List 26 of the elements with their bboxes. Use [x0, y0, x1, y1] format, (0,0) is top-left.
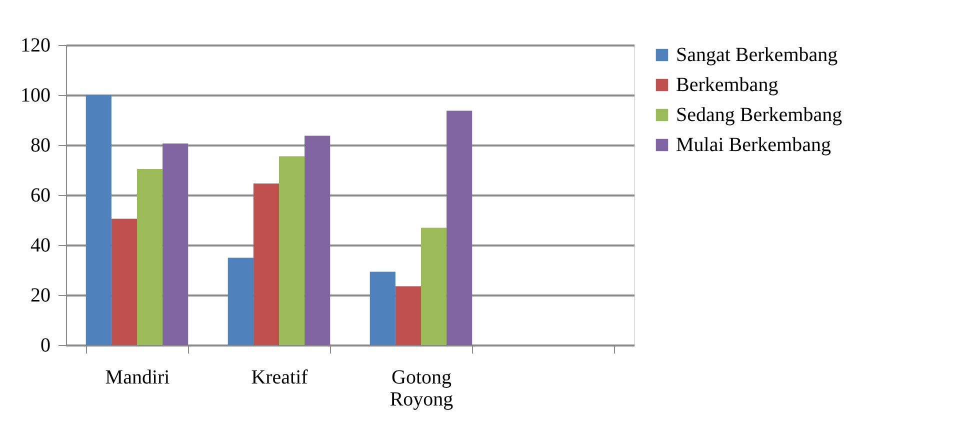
- y-tick-label: 0: [40, 334, 50, 356]
- legend-label: Sangat Berkembang: [676, 44, 838, 66]
- legend-label: Berkembang: [676, 74, 778, 96]
- y-tick-label: 120: [20, 34, 50, 56]
- bar: [279, 156, 305, 345]
- bar: [253, 184, 279, 345]
- bar: [395, 286, 421, 345]
- bar: [446, 110, 472, 345]
- bar: [304, 136, 330, 345]
- bar: [111, 218, 137, 345]
- x-tick-label: Mandiri: [105, 366, 170, 388]
- legend-label: Sedang Berkembang: [676, 104, 842, 126]
- bar: [86, 95, 112, 345]
- x-tick-label: Gotong Royong: [390, 366, 454, 410]
- y-tick-label: 20: [30, 284, 50, 306]
- bar: [370, 272, 396, 345]
- x-tick-label: Kreatif: [251, 366, 308, 388]
- bar: [228, 258, 254, 345]
- legend-label: Mulai Berkembang: [676, 134, 831, 156]
- y-tick-label: 40: [30, 234, 50, 256]
- bar: [421, 228, 447, 345]
- y-tick-label: 60: [30, 184, 50, 206]
- bar: [162, 144, 188, 345]
- bar: [137, 169, 163, 345]
- y-tick-label: 100: [20, 84, 50, 106]
- y-tick-label: 80: [30, 134, 50, 156]
